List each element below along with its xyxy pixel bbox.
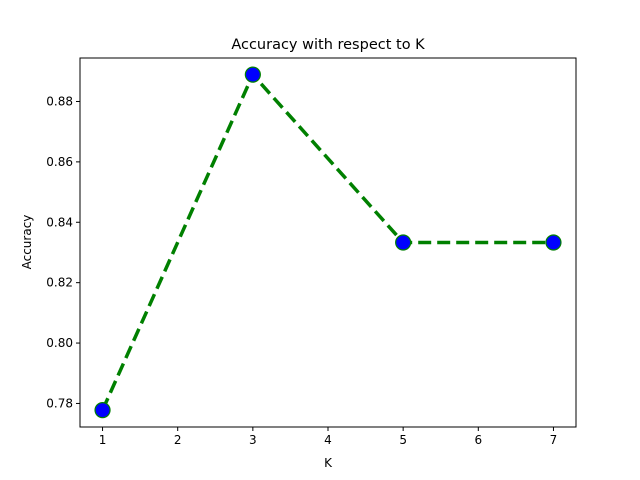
plot-frame: [79, 57, 577, 428]
x-tick-label: 4: [324, 433, 332, 447]
x-tick-label: 5: [399, 433, 407, 447]
x-axis-label: K: [324, 456, 333, 470]
data-point: [395, 234, 412, 251]
x-tick-label: 2: [174, 433, 182, 447]
y-tick-label: 0.84: [46, 215, 73, 229]
y-tick-label: 0.82: [46, 276, 73, 290]
plot-area: 1 2 3 4 5 6 7 0.78 0.80 0.82 0.84 0.86 0.88: [46, 57, 577, 447]
x-tick-label: 1: [99, 433, 107, 447]
y-tick-label: 0.80: [46, 336, 73, 350]
x-tick-label: 7: [550, 433, 558, 447]
y-tick-label: 0.88: [46, 94, 73, 108]
y-tick-label: 0.86: [46, 155, 73, 169]
x-tick-label: 6: [474, 433, 482, 447]
data-point: [94, 401, 111, 419]
chart-title: Accuracy with respect to K: [231, 37, 425, 53]
x-tick-label: 3: [249, 433, 257, 447]
data-point: [244, 66, 261, 83]
y-tick-label: 0.78: [46, 396, 73, 410]
y-axis-label: Accuracy: [20, 215, 34, 270]
series-line: [100, 71, 554, 411]
data-point: [545, 234, 562, 251]
